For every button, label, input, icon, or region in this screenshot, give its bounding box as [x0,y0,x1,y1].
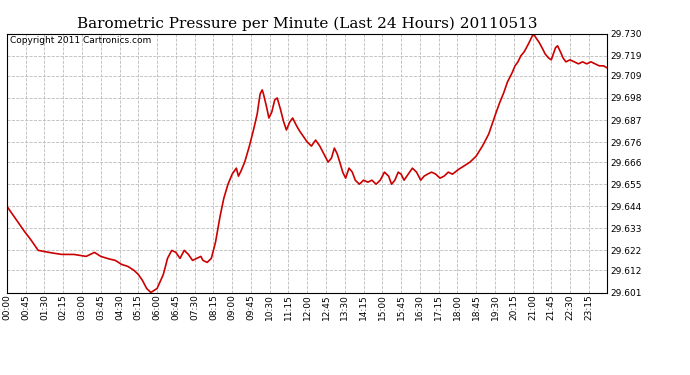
Title: Barometric Pressure per Minute (Last 24 Hours) 20110513: Barometric Pressure per Minute (Last 24 … [77,17,538,31]
Text: Copyright 2011 Cartronics.com: Copyright 2011 Cartronics.com [10,36,151,45]
